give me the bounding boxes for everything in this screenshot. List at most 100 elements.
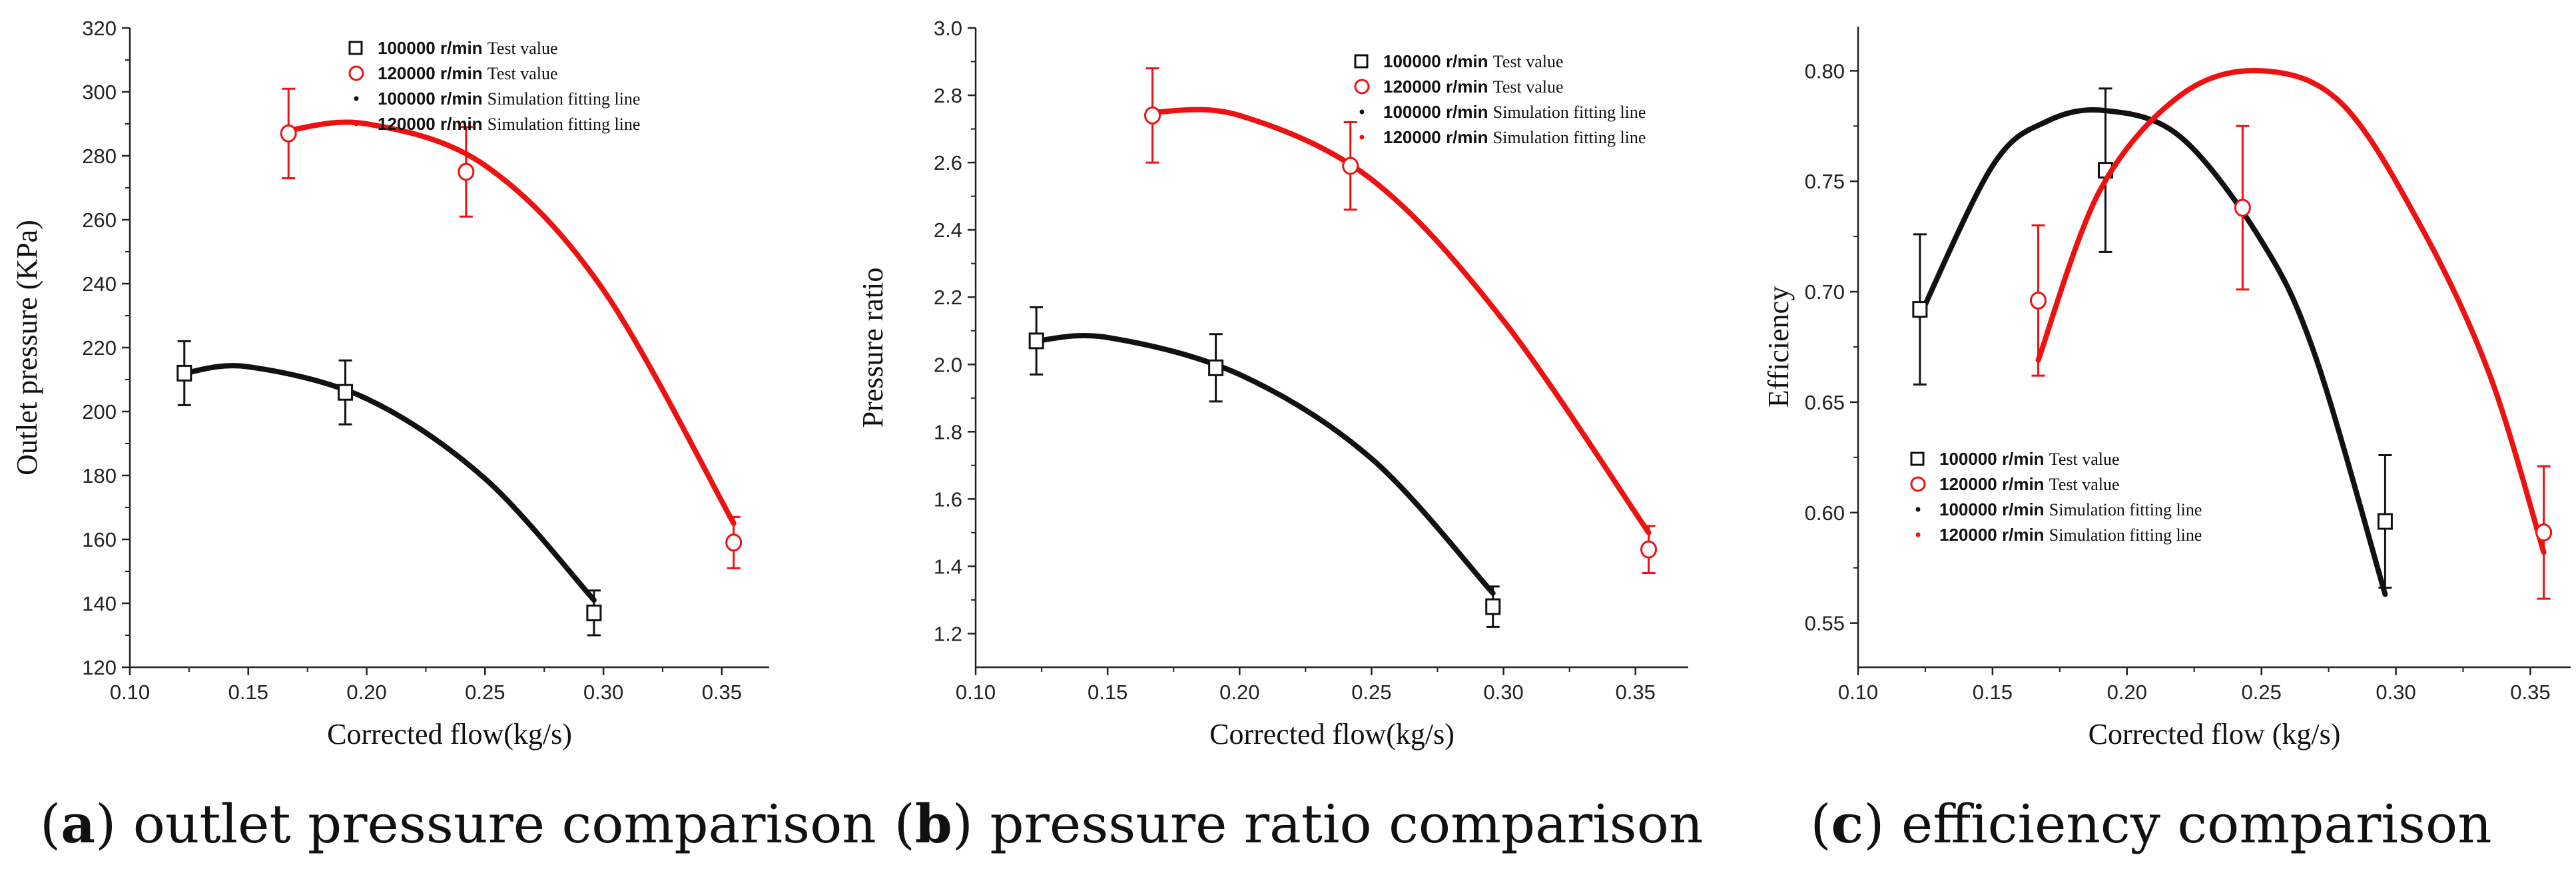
chart-a-legend-marker-dot [354, 96, 359, 101]
chart-b-y-tick-label: 1.8 [934, 420, 962, 443]
chart-a-series-100000-point [176, 364, 192, 382]
chart-b-legend-marker-dot [1359, 109, 1365, 115]
chart-b-y-tick-label: 2.2 [934, 286, 962, 309]
chart-b-y-tick-label: 1.4 [934, 555, 962, 578]
caption-c: (c) efficiency comparison [1810, 792, 2492, 855]
chart-b-x-tick-label: 0.25 [1351, 681, 1391, 704]
chart-a-x-tick-label: 0.20 [346, 681, 386, 704]
chart-b-y-tick-label: 2.4 [934, 218, 962, 242]
caption-a-letter: a [61, 792, 96, 855]
chart-c-series-120000-point [2535, 523, 2553, 542]
chart-b-legend-label: 120000 r/min Test value [1383, 77, 1564, 97]
chart-a-series-100000-point [338, 384, 354, 401]
chart-a-legend-label: 100000 r/min Test value [378, 38, 558, 58]
chart-a-series-120000-fit-line [286, 119, 737, 526]
chart-b-legend-desc: Simulation fitting line [1493, 128, 1646, 147]
chart-b-legend-marker-dot [1359, 135, 1365, 140]
chart-c-legend-series: 100000 r/min [1939, 499, 2049, 519]
chart-b-y-tick-label: 1.2 [934, 622, 962, 645]
chart-c-legend-series: 120000 r/min [1939, 525, 2049, 545]
chart-a-series-120000-point [725, 533, 743, 552]
chart-a-y-tick-label: 180 [82, 464, 117, 487]
chart-b-legend-series: 100000 r/min [1383, 51, 1493, 71]
chart-c-legend-label: 100000 r/min Simulation fitting line [1939, 499, 2202, 519]
chart-a-series-120000-point [458, 162, 475, 181]
chart-c-legend-marker-square [1910, 451, 1925, 466]
chart-c-series-120000-point [2030, 291, 2047, 310]
chart-b-y-tick-label: 1.6 [934, 487, 962, 511]
chart-a-y-tick-label: 220 [82, 336, 117, 360]
chart-a-legend-desc: Simulation fitting line [487, 89, 641, 109]
chart-b-legend-desc: Test value [1493, 77, 1564, 97]
caption-b-letter: b [914, 792, 952, 855]
chart-a-y-tick-label: 140 [82, 592, 117, 615]
chart-c-x-axis-label: Corrected flow (kg/s) [2089, 718, 2341, 750]
chart-a-legend-marker-dot [354, 121, 359, 127]
chart-b-legend-marker-circle [1354, 79, 1370, 95]
chart-c-legend-marker-dot [1915, 507, 1921, 512]
chart-b-x-tick-label: 0.30 [1483, 681, 1523, 704]
chart-b-legend-marker-square [1354, 54, 1369, 69]
chart-c-series-100000-point [1912, 301, 1928, 318]
caption-b-text: pressure ratio comparison [990, 793, 1704, 855]
chart-b-y-tick-label: 2.6 [934, 151, 962, 174]
chart-c-legend-marker-dot [1915, 532, 1921, 537]
chart-c-legend-series: 100000 r/min [1939, 449, 2049, 469]
chart-b-series-100000-point [1485, 598, 1501, 615]
chart-a-series-100000-fit-line [181, 363, 597, 603]
chart-a-y-tick-label: 200 [82, 400, 117, 424]
chart-a-legend-desc: Test value [487, 39, 558, 58]
chart-c-x-tick-label: 0.30 [2376, 681, 2415, 704]
chart-c-series-120000-point [2234, 198, 2251, 217]
caption-a-text: outlet pressure comparison [133, 793, 876, 855]
chart-b-y-tick-label: 2.0 [934, 353, 962, 376]
chart-c-legend-desc: Test value [2049, 449, 2120, 469]
chart-a-legend-desc: Simulation fitting line [487, 115, 641, 134]
chart-c-series-100000-point [2377, 513, 2393, 530]
chart-b-series-100000-point [1208, 359, 1224, 376]
chart-a-y-tick-label: 300 [82, 81, 117, 104]
chart-c-x-tick-label: 0.35 [2510, 681, 2550, 704]
chart-b-legend-series: 100000 r/min [1383, 102, 1493, 122]
chart-b-legend-desc: Test value [1493, 52, 1564, 71]
chart-c-x-tick-label: 0.15 [1973, 681, 2013, 704]
chart-a-x-tick-label: 0.30 [583, 681, 623, 704]
chart-a-legend-marker-square [348, 41, 363, 55]
chart-b-series-100000-point [1028, 332, 1044, 350]
chart-c-legend-series: 120000 r/min [1939, 474, 2049, 494]
chart-a-x-tick-label: 0.15 [228, 681, 268, 704]
chart-b-series-120000-point [1342, 156, 1359, 175]
chart-a-y-tick-label: 260 [82, 208, 117, 232]
chart-c-x-tick-label: 0.20 [2107, 681, 2147, 704]
chart-c-legend-desc: Test value [2049, 475, 2120, 494]
chart-b-series-120000-point [1144, 106, 1161, 125]
chart-b-x-tick-label: 0.15 [1088, 681, 1127, 704]
chart-c-x-tick-label: 0.10 [1838, 681, 1878, 704]
chart-c-y-tick-label: 0.70 [1805, 280, 1845, 304]
chart-c-legend-marker-circle [1910, 476, 1926, 492]
chart-c-legend-label: 120000 r/min Simulation fitting line [1939, 525, 2202, 545]
chart-c-legend-desc: Simulation fitting line [2049, 525, 2202, 545]
chart-c-x-tick-label: 0.25 [2241, 681, 2281, 704]
caption-b: (b) pressure ratio comparison [894, 792, 1704, 855]
chart-b-x-axis-label: Corrected flow(kg/s) [1209, 718, 1454, 750]
chart-a-legend-label: 100000 r/min Simulation fitting line [378, 89, 640, 109]
chart-a-legend-series: 100000 r/min [378, 38, 487, 58]
chart-c-legend-label: 120000 r/min Test value [1939, 474, 2120, 494]
chart-c-series-120000-fit-line [2035, 67, 2547, 555]
chart-b-legend-label: 100000 r/min Test value [1383, 51, 1564, 71]
chart-a-legend-marker-circle [348, 65, 364, 81]
chart-c-y-tick-label: 0.60 [1805, 501, 1845, 525]
chart-b-x-tick-label: 0.20 [1219, 681, 1259, 704]
chart-a-legend-label: 120000 r/min Test value [378, 63, 558, 83]
chart-a-y-axis-label: Outlet pressure (KPa) [11, 220, 43, 475]
chart-a-series-120000-point [280, 124, 297, 143]
caption-c-letter: c [1831, 792, 1864, 855]
chart-b-legend-series: 120000 r/min [1383, 77, 1493, 97]
chart-a-y-tick-label: 280 [82, 145, 117, 168]
chart-c-y-tick-label: 0.80 [1805, 59, 1845, 83]
chart-a-legend-desc: Test value [487, 64, 558, 83]
chart-a-legend-series: 120000 r/min [378, 63, 487, 83]
chart-a-legend-series: 120000 r/min [378, 114, 487, 134]
chart-b-series-120000-fit-line [1149, 107, 1652, 535]
